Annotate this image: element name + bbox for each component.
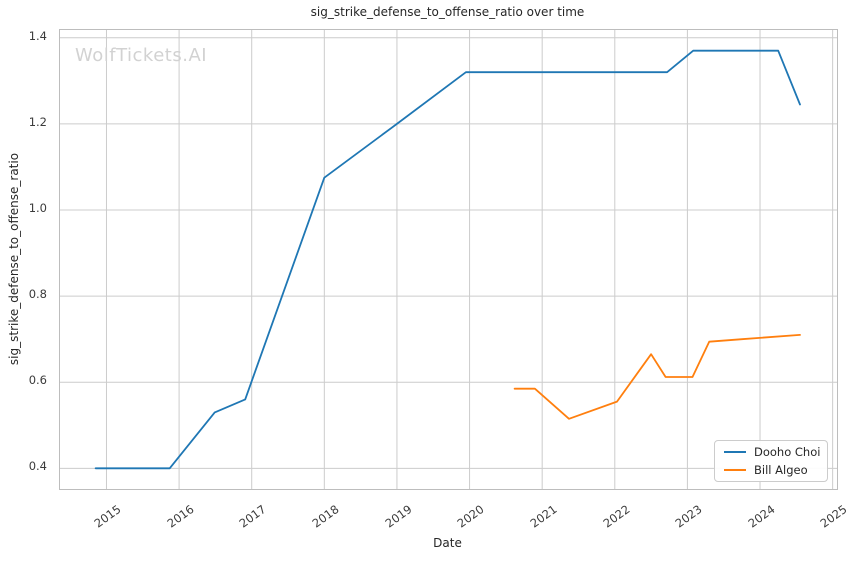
x-tick-label: 2018 [309,502,342,531]
x-tick-label: 2016 [164,502,197,531]
chart-title: sig_strike_defense_to_offense_ratio over… [310,5,585,19]
plot-canvas [60,30,837,489]
series-line-bill-algeo [513,333,801,420]
series-line-dooho-choi [94,49,801,470]
x-tick-label: 2017 [237,502,269,531]
x-tick-label: 2015 [91,502,124,531]
y-axis-label: sig_strike_defense_to_offense_ratio [7,152,21,366]
y-tick-label: 1.0 [28,200,47,215]
legend-label: Dooho Choi [754,445,821,459]
x-tick-label: 2025 [817,502,850,531]
x-tick-label: 2021 [527,502,560,531]
legend-label: Bill Algeo [754,463,808,477]
x-tick-label: 2022 [600,502,633,531]
legend: Dooho Choi Bill Algeo [714,440,828,482]
legend-item-dooho-choi: Dooho Choi [715,445,827,459]
y-tick-label: 0.4 [28,459,47,474]
y-tick-label: 1.4 [28,28,47,43]
x-tick-label: 2020 [454,502,487,531]
watermark: WolfTickets.AI [75,45,208,66]
x-tick-label: 2023 [672,502,705,531]
legend-swatch-line [724,451,746,453]
x-axis-label: Date [433,536,462,550]
x-tick-label: 2019 [382,502,415,531]
legend-item-bill-algeo: Bill Algeo [715,463,827,477]
y-tick-label: 0.6 [28,373,47,388]
y-tick-label: 0.8 [28,287,47,302]
x-tick-label: 2024 [745,502,778,531]
plot-area [59,29,838,490]
legend-swatch-line [724,469,746,471]
y-tick-label: 1.2 [28,114,47,129]
